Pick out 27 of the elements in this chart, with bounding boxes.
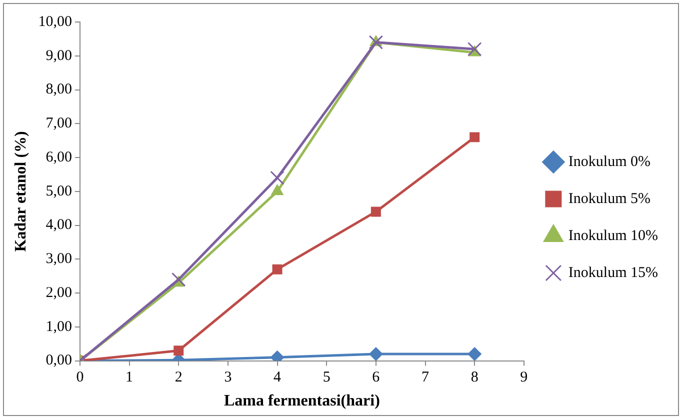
y-tick-label: 3,00 xyxy=(46,251,72,268)
legend-label: Inokulum 15% xyxy=(568,264,658,281)
x-tick-label: 7 xyxy=(422,370,430,386)
y-tick-label: 0,00 xyxy=(46,352,72,369)
x-tick-label: 4 xyxy=(274,370,282,386)
legend-label: Inokulum 5% xyxy=(568,190,651,207)
x-tick-label: 5 xyxy=(322,370,330,386)
y-tick-label: 2,00 xyxy=(46,284,72,301)
x-tick-label: 6 xyxy=(372,370,380,386)
y-tick-label: 4,00 xyxy=(46,217,72,234)
x-tick-label: 0 xyxy=(76,370,84,386)
y-tick-label: 8,00 xyxy=(46,82,72,98)
y-axis-title: Kadar etanol (%) xyxy=(12,131,30,252)
x-tick-label: 9 xyxy=(520,370,528,386)
y-tick-label: 7,00 xyxy=(46,116,72,132)
y-tick-label: 10,00 xyxy=(38,14,72,30)
legend-label: Inokulum 10% xyxy=(568,228,658,244)
x-tick-label: 1 xyxy=(126,370,134,386)
x-tick-label: 2 xyxy=(174,370,182,386)
y-tick-label: 9,00 xyxy=(46,48,72,64)
y-tick-label: 6,00 xyxy=(46,149,72,166)
y-tick-label: 1,00 xyxy=(46,318,72,335)
x-tick-label: 3 xyxy=(224,370,232,386)
y-tick-label: 5,00 xyxy=(46,183,72,200)
x-tick-label: 8 xyxy=(470,370,478,386)
x-axis-title: Lama fermentasi(hari) xyxy=(224,392,380,410)
legend-label: Inokulum 0% xyxy=(568,154,651,170)
